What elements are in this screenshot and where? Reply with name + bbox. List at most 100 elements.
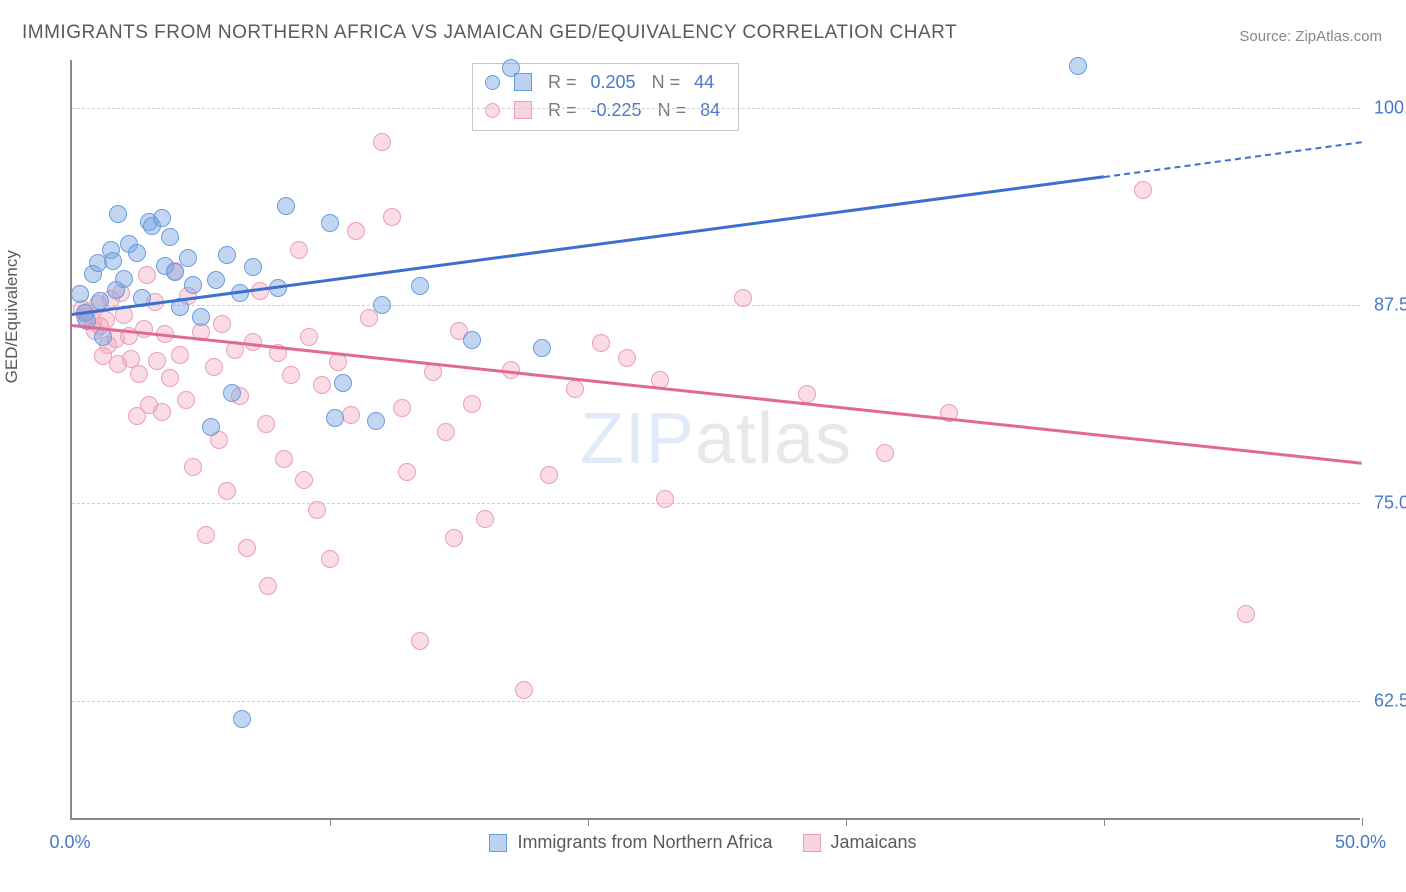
- data-point: [321, 550, 339, 568]
- n-label: N =: [658, 96, 687, 124]
- data-point: [202, 418, 220, 436]
- data-point: [166, 263, 184, 281]
- data-point: [218, 482, 236, 500]
- y-tick-label: 62.5%: [1366, 691, 1406, 712]
- data-point: [177, 391, 195, 409]
- data-point: [161, 369, 179, 387]
- data-point: [373, 133, 391, 151]
- data-point: [223, 384, 241, 402]
- source-attribution: Source: ZipAtlas.com: [1239, 28, 1382, 45]
- data-point: [138, 266, 156, 284]
- watermark-atlas: atlas: [695, 399, 852, 479]
- data-point: [393, 399, 411, 417]
- gridline: [72, 503, 1360, 504]
- data-point: [656, 490, 674, 508]
- data-point: [515, 681, 533, 699]
- data-point: [257, 415, 275, 433]
- trend-line: [72, 324, 1362, 465]
- data-point: [326, 409, 344, 427]
- bottom-legend: Immigrants from Northern Africa Jamaican…: [0, 832, 1406, 853]
- data-point: [184, 458, 202, 476]
- data-point: [218, 246, 236, 264]
- data-point: [502, 59, 520, 77]
- y-tick-label: 75.0%: [1366, 493, 1406, 514]
- data-point: [533, 339, 551, 357]
- data-point: [128, 244, 146, 262]
- data-point: [1069, 57, 1087, 75]
- legend-item-a: Immigrants from Northern Africa: [489, 832, 772, 853]
- data-point: [148, 352, 166, 370]
- r-label: R =: [548, 68, 577, 96]
- data-point: [238, 539, 256, 557]
- data-point: [476, 510, 494, 528]
- x-tick: [1362, 818, 1363, 826]
- n-label: N =: [652, 68, 681, 96]
- data-point: [207, 271, 225, 289]
- x-tick: [330, 818, 331, 826]
- source-link[interactable]: ZipAtlas.com: [1295, 28, 1382, 45]
- data-point: [244, 258, 262, 276]
- y-tick-label: 100.0%: [1366, 97, 1406, 118]
- n-value-b: 84: [700, 96, 720, 124]
- watermark: ZIPatlas: [580, 398, 852, 480]
- data-point: [1134, 181, 1152, 199]
- data-point: [153, 403, 171, 421]
- data-point: [540, 466, 558, 484]
- data-point: [373, 296, 391, 314]
- data-point: [213, 315, 231, 333]
- square-marker-icon: [489, 834, 507, 852]
- data-point: [233, 710, 251, 728]
- legend-label-a: Immigrants from Northern Africa: [517, 832, 772, 853]
- data-point: [290, 241, 308, 259]
- data-point: [321, 214, 339, 232]
- gridline: [72, 108, 1360, 109]
- data-point: [153, 209, 171, 227]
- data-point: [463, 331, 481, 349]
- plot-area: ZIPatlas R = 0.205 N = 44 R = -0.225 N =…: [70, 60, 1360, 820]
- data-point: [876, 444, 894, 462]
- data-point: [179, 249, 197, 267]
- data-point: [161, 228, 179, 246]
- square-marker-icon: [514, 73, 532, 91]
- data-point: [275, 450, 293, 468]
- circle-marker-icon: [485, 75, 500, 90]
- data-point: [91, 292, 109, 310]
- watermark-zip: ZIP: [580, 399, 695, 479]
- legend-item-b: Jamaicans: [803, 832, 917, 853]
- data-point: [367, 412, 385, 430]
- data-point: [437, 423, 455, 441]
- data-point: [445, 529, 463, 547]
- data-point: [295, 471, 313, 489]
- legend-label-b: Jamaicans: [831, 832, 917, 853]
- data-point: [342, 406, 360, 424]
- data-point: [197, 526, 215, 544]
- data-point: [566, 380, 584, 398]
- n-value-a: 44: [694, 68, 714, 96]
- data-point: [411, 277, 429, 295]
- data-point: [184, 276, 202, 294]
- gridline: [72, 305, 1360, 306]
- data-point: [104, 252, 122, 270]
- x-tick: [846, 818, 847, 826]
- data-point: [308, 501, 326, 519]
- data-point: [798, 385, 816, 403]
- data-point: [618, 349, 636, 367]
- circle-marker-icon: [485, 103, 500, 118]
- chart-title: IMMIGRANTS FROM NORTHERN AFRICA VS JAMAI…: [22, 22, 957, 44]
- data-point: [259, 577, 277, 595]
- data-point: [300, 328, 318, 346]
- data-point: [282, 366, 300, 384]
- data-point: [171, 346, 189, 364]
- data-point: [313, 376, 331, 394]
- data-point: [334, 374, 352, 392]
- data-point: [592, 334, 610, 352]
- data-point: [115, 270, 133, 288]
- data-point: [463, 395, 481, 413]
- data-point: [277, 197, 295, 215]
- data-point: [411, 632, 429, 650]
- y-axis-title: GED/Equivalency: [2, 250, 22, 383]
- data-point: [734, 289, 752, 307]
- r-label: R =: [548, 96, 577, 124]
- data-point: [205, 358, 223, 376]
- square-marker-icon: [803, 834, 821, 852]
